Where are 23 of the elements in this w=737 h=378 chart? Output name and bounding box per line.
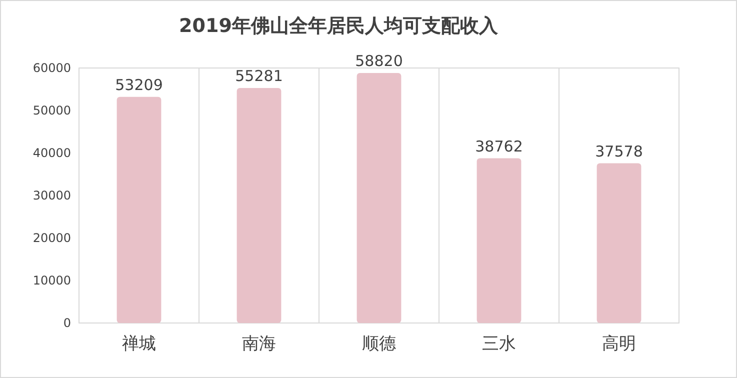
data-label: 37578 [595, 142, 643, 160]
bar [116, 96, 162, 323]
bar [596, 163, 642, 323]
data-label: 53209 [115, 76, 163, 94]
y-tick-label: 50000 [32, 104, 71, 118]
data-label: 58820 [355, 52, 403, 70]
y-tick-label: 40000 [32, 146, 71, 160]
y-tick-label: 10000 [32, 274, 71, 288]
y-tick-label: 20000 [32, 231, 71, 246]
data-label: 38762 [475, 137, 523, 156]
x-tick-label: 三水 [482, 334, 516, 354]
chart-title: 2019年佛山全年居民人均可支配收入 [179, 15, 499, 37]
x-tick-label: 顺德 [362, 334, 396, 354]
bar [236, 88, 282, 323]
bar [476, 158, 522, 323]
x-tick-label: 禅城 [122, 334, 156, 354]
data-label: 55281 [235, 67, 283, 86]
x-tick-label: 高明 [602, 334, 636, 354]
y-tick-label: 0 [63, 316, 71, 330]
y-tick-label: 60000 [32, 61, 71, 76]
bar [356, 73, 402, 323]
y-tick-label: 30000 [32, 188, 71, 203]
x-tick-label: 南海 [242, 334, 276, 354]
